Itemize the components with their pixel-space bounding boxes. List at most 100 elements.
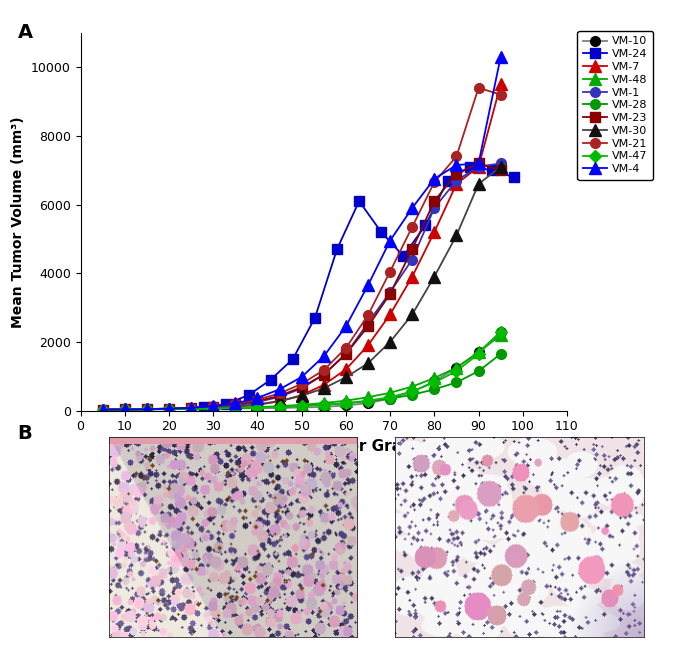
VM-23 bbox=[298, 383, 306, 391]
VM-48 bbox=[342, 397, 350, 405]
VM-48 bbox=[143, 405, 151, 413]
VM-23 bbox=[275, 392, 284, 400]
VM-7 bbox=[253, 401, 262, 409]
VM-30 bbox=[342, 373, 350, 381]
VM-10 bbox=[99, 405, 107, 413]
VM-28 bbox=[319, 401, 328, 409]
VM-21 bbox=[231, 400, 239, 408]
VM-7 bbox=[231, 403, 239, 411]
VM-30 bbox=[209, 404, 218, 412]
VM-4 bbox=[99, 405, 107, 413]
VM-30 bbox=[231, 403, 239, 411]
VM-48 bbox=[452, 364, 461, 372]
VM-4 bbox=[298, 373, 306, 381]
VM-10 bbox=[319, 403, 328, 411]
VM-21 bbox=[386, 267, 394, 275]
VM-48 bbox=[408, 382, 416, 390]
VM-4 bbox=[475, 160, 483, 168]
VM-21 bbox=[496, 91, 505, 99]
VM-47 bbox=[120, 405, 129, 413]
VM-30 bbox=[408, 311, 416, 319]
VM-1 bbox=[408, 256, 416, 263]
VM-4 bbox=[253, 394, 262, 402]
VM-24 bbox=[267, 376, 275, 384]
VM-1 bbox=[386, 288, 394, 296]
VM-48 bbox=[275, 402, 284, 410]
VM-7 bbox=[496, 80, 505, 88]
VM-10 bbox=[452, 364, 461, 372]
Text: A: A bbox=[18, 23, 33, 42]
VM-21 bbox=[475, 84, 483, 92]
VM-7 bbox=[319, 381, 328, 389]
VM-1 bbox=[143, 405, 151, 413]
VM-30 bbox=[275, 397, 284, 405]
VM-23 bbox=[143, 405, 151, 413]
VM-28 bbox=[386, 395, 394, 403]
VM-47 bbox=[386, 394, 394, 401]
VM-23 bbox=[164, 405, 173, 413]
VM-47 bbox=[496, 328, 505, 336]
VM-7 bbox=[99, 405, 107, 413]
VM-24 bbox=[443, 177, 452, 185]
VM-21 bbox=[253, 396, 262, 403]
VM-10 bbox=[342, 401, 350, 409]
VM-23 bbox=[209, 403, 218, 411]
VM-4 bbox=[164, 405, 173, 413]
VM-7 bbox=[120, 405, 129, 413]
VM-23 bbox=[430, 197, 438, 205]
VM-23 bbox=[99, 405, 107, 413]
VM-23 bbox=[120, 405, 129, 413]
Line: VM-10: VM-10 bbox=[98, 327, 505, 415]
VM-4 bbox=[319, 352, 328, 360]
VM-28 bbox=[143, 405, 151, 413]
VM-24 bbox=[488, 166, 496, 174]
VM-23 bbox=[496, 166, 505, 174]
VM-23 bbox=[386, 290, 394, 298]
VM-30 bbox=[430, 273, 438, 281]
VM-48 bbox=[209, 405, 218, 413]
VM-24 bbox=[466, 163, 474, 171]
VM-30 bbox=[143, 405, 151, 413]
VM-10 bbox=[408, 388, 416, 396]
VM-30 bbox=[496, 163, 505, 171]
VM-21 bbox=[99, 405, 107, 413]
VM-4 bbox=[408, 204, 416, 212]
VM-7 bbox=[164, 405, 173, 413]
Line: VM-7: VM-7 bbox=[97, 79, 506, 415]
VM-10 bbox=[475, 348, 483, 356]
Line: VM-23: VM-23 bbox=[98, 158, 505, 415]
Line: VM-24: VM-24 bbox=[199, 162, 519, 412]
VM-47 bbox=[187, 405, 195, 413]
Line: VM-48: VM-48 bbox=[97, 330, 506, 415]
VM-30 bbox=[187, 405, 195, 413]
VM-4 bbox=[187, 404, 195, 412]
VM-28 bbox=[430, 386, 438, 394]
VM-47 bbox=[143, 405, 151, 413]
VM-10 bbox=[231, 405, 239, 413]
VM-47 bbox=[475, 350, 483, 358]
VM-4 bbox=[364, 281, 372, 289]
VM-48 bbox=[386, 389, 394, 397]
VM-10 bbox=[143, 405, 151, 413]
VM-21 bbox=[275, 390, 284, 397]
VM-24 bbox=[311, 314, 319, 322]
VM-21 bbox=[209, 402, 218, 410]
VM-48 bbox=[319, 399, 328, 407]
VM-10 bbox=[298, 403, 306, 411]
VM-23 bbox=[187, 404, 195, 412]
VM-24 bbox=[223, 400, 231, 408]
VM-1 bbox=[209, 403, 218, 411]
VM-21 bbox=[298, 380, 306, 388]
VM-48 bbox=[164, 405, 173, 413]
VM-10 bbox=[364, 399, 372, 407]
VM-47 bbox=[231, 404, 239, 412]
VM-1 bbox=[430, 204, 438, 212]
VM-4 bbox=[386, 237, 394, 244]
VM-1 bbox=[364, 319, 372, 327]
VM-7 bbox=[408, 273, 416, 281]
VM-7 bbox=[364, 342, 372, 350]
VM-10 bbox=[120, 405, 129, 413]
VM-1 bbox=[496, 160, 505, 168]
VM-30 bbox=[319, 384, 328, 392]
VM-24 bbox=[399, 252, 407, 260]
